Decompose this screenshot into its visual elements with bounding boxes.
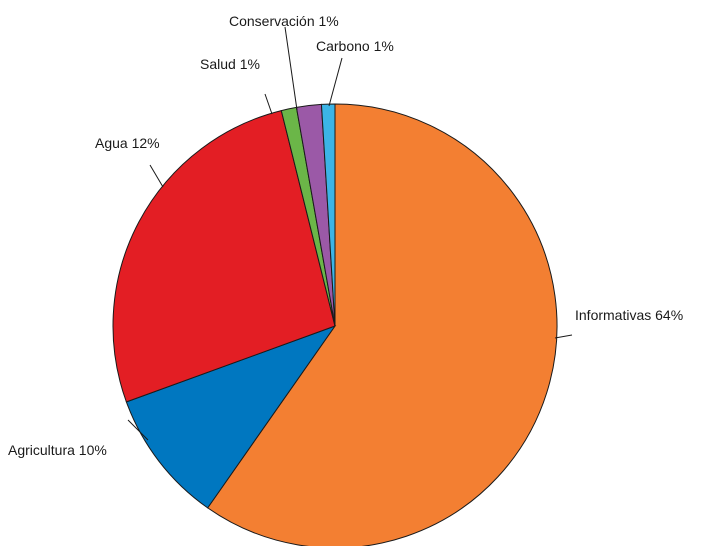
leader-line [264, 93, 273, 115]
pie-slice [112, 109, 336, 403]
slice-label: Agua 12% [95, 135, 160, 151]
labels-layer: Informativas 64% Agricultura 10% Agua 12% S… [8, 13, 683, 458]
slices-layer [112, 103, 558, 546]
leader-line [554, 334, 573, 339]
slice-label: Conservación 1% [229, 13, 339, 29]
slice-label: Agricultura 10% [8, 442, 107, 458]
pie-slice [125, 324, 337, 509]
pie-slice [320, 103, 336, 327]
leaders-layer [127, 26, 573, 441]
leader-line [127, 419, 149, 441]
leader-line [149, 164, 164, 188]
leader-line [328, 57, 343, 107]
slice-label: Salud 1% [200, 56, 260, 72]
slice-label: Carbono 1% [316, 38, 394, 54]
slice-label: Informativas 64% [575, 307, 683, 323]
pie-slice [206, 103, 558, 546]
leader-line [284, 26, 298, 111]
